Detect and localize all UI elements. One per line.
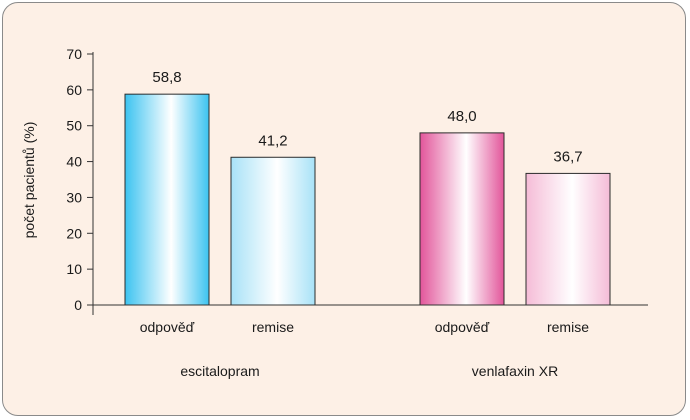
y-tick-label: 10: [66, 261, 82, 277]
y-tick-label: 30: [66, 189, 82, 205]
x-category-label: odpověď: [140, 319, 195, 335]
x-category-label: remise: [547, 319, 589, 335]
x-category-label: remise: [252, 319, 294, 335]
y-tick-label: 50: [66, 118, 82, 134]
y-axis: 0 10 20 30 40 50 60 70: [66, 46, 94, 315]
bar-venlafaxin-remise: [525, 172, 611, 306]
y-tick-label: 70: [66, 46, 82, 62]
bar-venlafaxin-odpoved: [419, 132, 505, 306]
bar-escitalopram-odpoved: [124, 93, 210, 306]
y-axis-title: počet pacientů (%): [21, 122, 37, 239]
y-tick-label: 40: [66, 154, 82, 170]
data-label: 58,8: [152, 69, 181, 86]
x-category-label: odpověď: [435, 319, 490, 335]
data-label: 48,0: [447, 108, 476, 125]
data-label: 41,2: [258, 132, 287, 149]
y-tick-label: 0: [74, 297, 82, 313]
x-axis: odpověď remise escitalopram odpověď remise ve…: [93, 304, 648, 379]
x-group-label: venlafaxin XR: [472, 363, 558, 379]
y-tick-label: 20: [66, 225, 82, 241]
y-tick-label: 60: [66, 82, 82, 98]
data-label: 36,7: [553, 148, 582, 165]
bars: 58,8 41,2 48,0 36,7: [124, 69, 611, 306]
bar-escitalopram-remise: [230, 156, 316, 306]
x-group-label: escitalopram: [180, 363, 259, 379]
